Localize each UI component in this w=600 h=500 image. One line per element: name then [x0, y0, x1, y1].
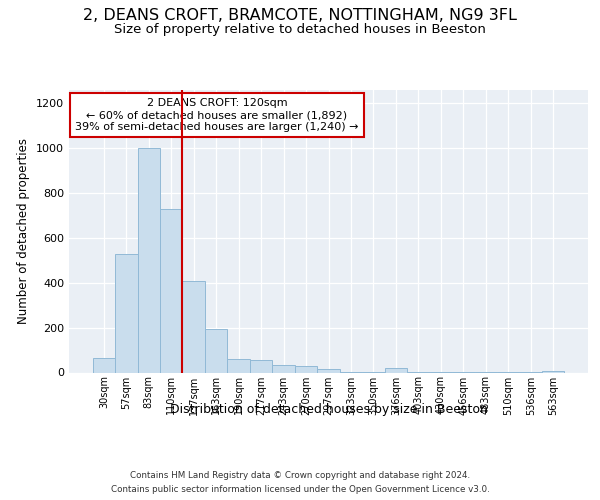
Text: Contains public sector information licensed under the Open Government Licence v3: Contains public sector information licen… [110, 484, 490, 494]
Bar [137, 148, 160, 372]
Bar [205, 329, 227, 372]
Bar [115, 254, 137, 372]
Bar [250, 360, 272, 372]
Bar [160, 209, 182, 372]
Bar [182, 280, 205, 372]
Bar [317, 369, 340, 372]
Y-axis label: Number of detached properties: Number of detached properties [17, 138, 31, 324]
Text: 2 DEANS CROFT: 120sqm
← 60% of detached houses are smaller (1,892)
39% of semi-d: 2 DEANS CROFT: 120sqm ← 60% of detached … [75, 98, 359, 132]
Bar [385, 368, 407, 372]
Bar [295, 366, 317, 372]
Bar [92, 358, 115, 372]
Text: Distribution of detached houses by size in Beeston: Distribution of detached houses by size … [170, 402, 488, 415]
Text: 2, DEANS CROFT, BRAMCOTE, NOTTINGHAM, NG9 3FL: 2, DEANS CROFT, BRAMCOTE, NOTTINGHAM, NG… [83, 8, 517, 22]
Text: Contains HM Land Registry data © Crown copyright and database right 2024.: Contains HM Land Registry data © Crown c… [130, 472, 470, 480]
Bar [227, 359, 250, 372]
Bar [272, 364, 295, 372]
Text: Size of property relative to detached houses in Beeston: Size of property relative to detached ho… [114, 22, 486, 36]
